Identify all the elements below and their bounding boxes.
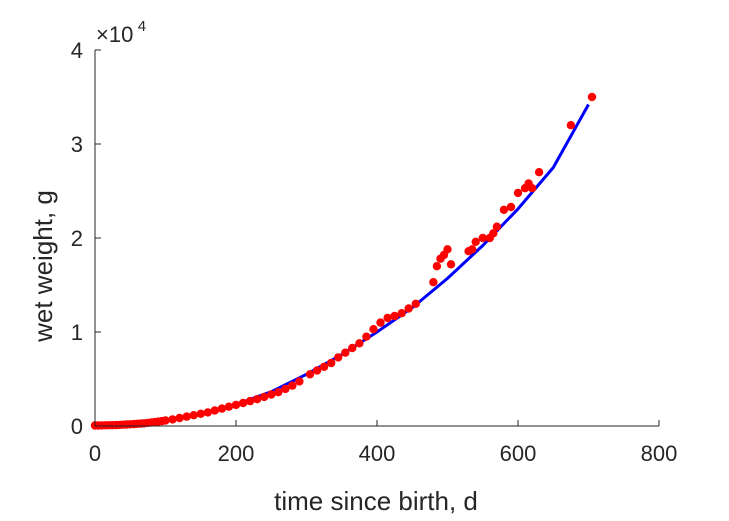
data-point (312, 366, 322, 375)
data-point (260, 392, 269, 402)
data-point (411, 299, 420, 308)
y-exponent-power: 4 (138, 18, 146, 35)
data-point (489, 229, 498, 238)
data-point (245, 396, 255, 406)
data-point (499, 205, 509, 214)
data-point (281, 384, 290, 394)
data-point (446, 260, 456, 269)
data-point (168, 415, 177, 424)
y-exponent-base: ×10 (96, 22, 133, 47)
data-point (274, 388, 283, 397)
data-point (429, 278, 438, 287)
x-tick-label: 800 (641, 441, 678, 466)
data-point (341, 348, 350, 357)
x-axis-label: time since birth, d (274, 486, 478, 516)
y-tick-label: 4 (71, 38, 83, 63)
data-point (492, 222, 502, 231)
tick-labels: 0 200 400 600 800 0 1 2 3 4 (71, 38, 678, 466)
data-point (468, 245, 477, 254)
data-point (196, 409, 205, 418)
x-tick-label: 0 (89, 441, 101, 466)
y-tick-label: 2 (71, 226, 83, 251)
y-tick-label: 3 (71, 132, 83, 157)
data-point (203, 408, 212, 417)
data-point (432, 262, 442, 271)
data-point (478, 233, 487, 243)
y-axis-label: wet weight, g (28, 190, 58, 343)
data-point (383, 313, 392, 323)
data-point (231, 400, 241, 410)
x-tick-label: 600 (500, 441, 537, 466)
x-tick-label: 200 (218, 441, 255, 466)
data-point (295, 377, 304, 386)
data-point (390, 311, 399, 321)
y-exponent-label: ×10 4 (96, 18, 146, 47)
plot-area (90, 92, 597, 430)
data-point (327, 358, 336, 368)
y-tick-label: 0 (71, 414, 83, 439)
data-point (397, 309, 406, 318)
data-point (587, 92, 597, 102)
data-point (566, 121, 576, 130)
data-point (362, 332, 371, 341)
axes (94, 49, 660, 427)
data-point (471, 237, 480, 246)
data-point (252, 395, 262, 404)
data-point (527, 184, 537, 193)
data-point (182, 412, 191, 421)
data-point (534, 168, 544, 177)
data-point (404, 304, 413, 313)
data-point (369, 325, 378, 334)
data-point (348, 343, 357, 353)
x-tick-label: 400 (359, 441, 396, 466)
data-point (217, 404, 227, 413)
data-point (305, 370, 315, 379)
data-point (175, 413, 184, 423)
data-point (355, 339, 364, 348)
data-point (319, 362, 329, 371)
data-point (224, 402, 234, 411)
data-point (513, 188, 523, 198)
data-point (288, 381, 297, 390)
data-point (334, 353, 343, 362)
data-point (238, 398, 248, 408)
data-point (161, 416, 170, 425)
data-point (210, 406, 219, 415)
data-point (189, 411, 198, 420)
data-point (443, 245, 452, 254)
data-point (506, 202, 516, 212)
data-point (376, 318, 385, 327)
y-tick-label: 1 (71, 320, 83, 345)
data-point (267, 390, 276, 399)
